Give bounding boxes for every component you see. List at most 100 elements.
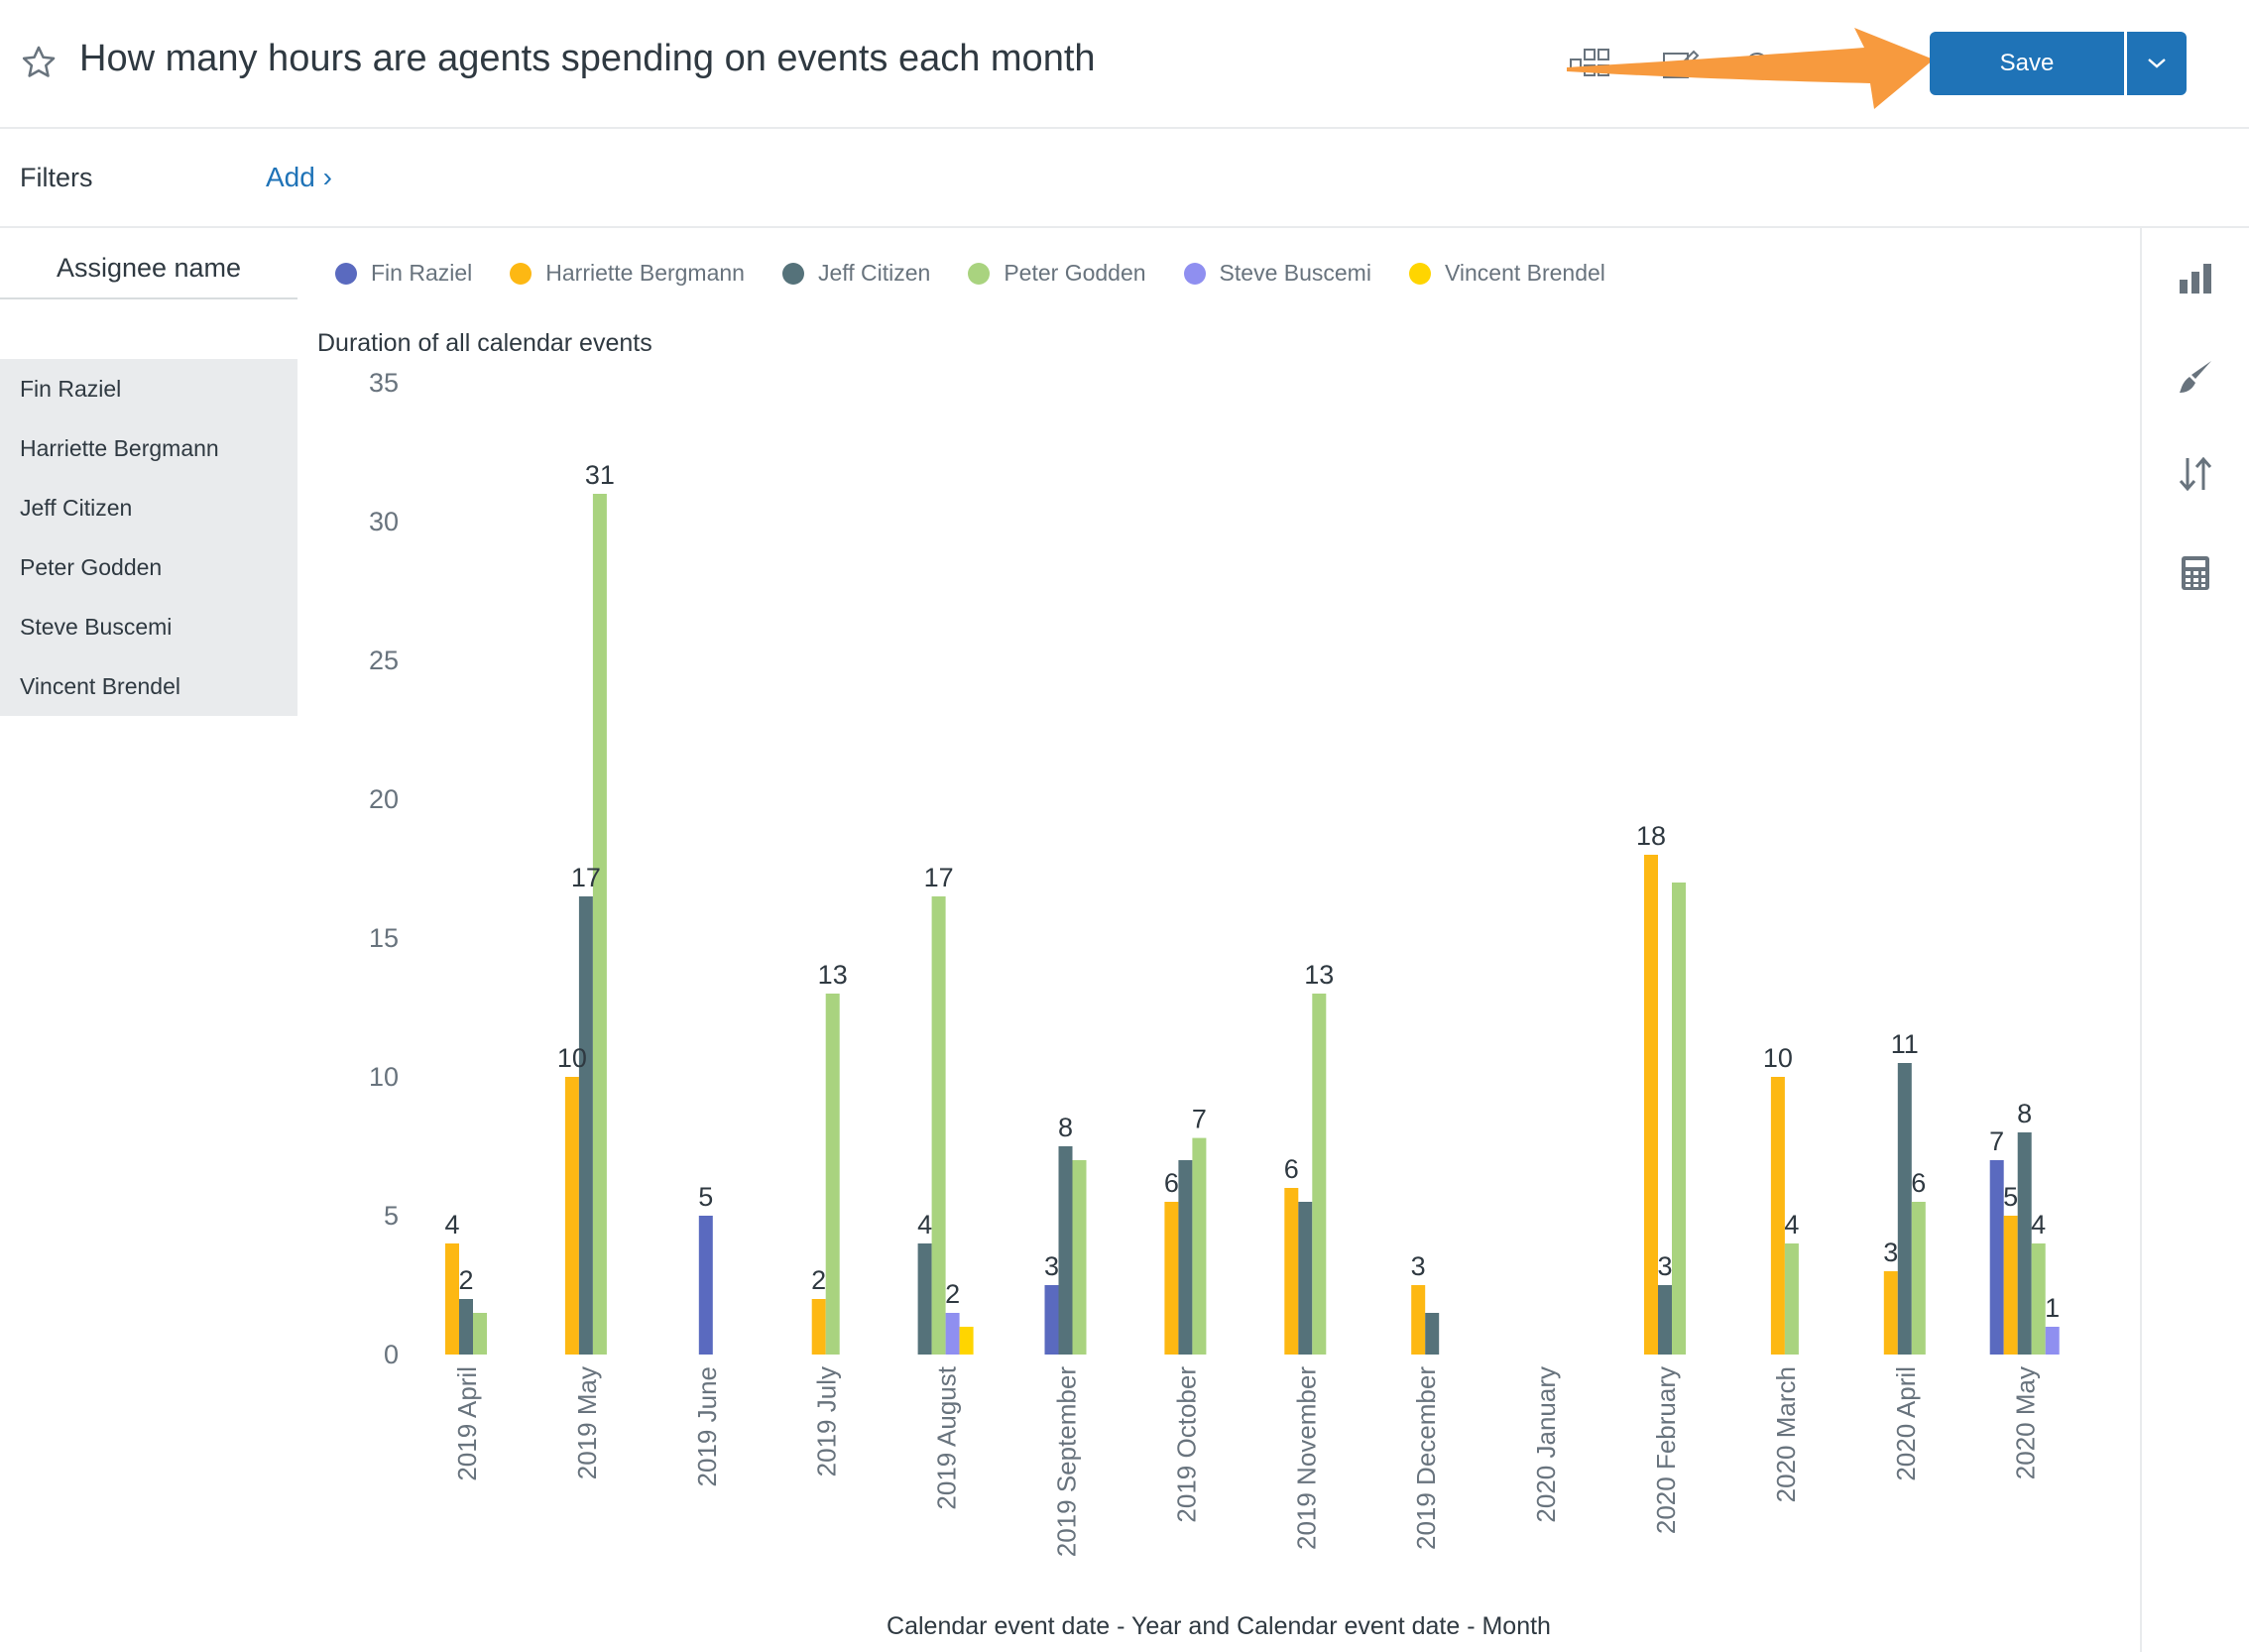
paintbrush-icon[interactable]	[2176, 357, 2215, 397]
list-item[interactable]: Steve Buscemi	[20, 614, 173, 640]
x-tick-label: 2020 April	[1891, 1366, 1921, 1481]
legend-item[interactable]: Vincent Brendel	[1408, 260, 1605, 287]
bar	[1312, 994, 1327, 1355]
bar	[1298, 1202, 1313, 1355]
legend-swatch	[781, 262, 804, 285]
x-tick-label: 2019 June	[692, 1366, 722, 1486]
legend-swatch	[1183, 262, 1206, 285]
data-label: 17	[924, 863, 954, 892]
chart-config-toolbar	[2140, 228, 2249, 1652]
data-label: 8	[1058, 1113, 1073, 1142]
calculator-icon[interactable]	[2176, 553, 2215, 593]
y-tick-label: 5	[384, 1201, 399, 1231]
data-label: 10	[557, 1043, 587, 1073]
bar	[1672, 883, 1686, 1355]
legend-item[interactable]: Fin Raziel	[335, 260, 472, 287]
bar	[1164, 1202, 1179, 1355]
data-label: 4	[2031, 1210, 2046, 1239]
bar	[445, 1243, 459, 1355]
list-item[interactable]: Peter Godden	[20, 554, 163, 580]
page-title: How many hours are agents spending on ev…	[79, 38, 1096, 79]
y-tick-label: 0	[384, 1340, 399, 1369]
data-label: 2	[458, 1265, 473, 1295]
data-label: 7	[1192, 1105, 1207, 1134]
add-filter-link[interactable]: Add ›	[266, 162, 332, 192]
assignee-list: Fin Raziel Harriette Bergmann Jeff Citiz…	[0, 359, 297, 716]
sort-icon[interactable]	[2176, 454, 2215, 494]
bar	[2045, 1327, 2060, 1355]
rows-panel-header: Assignee name	[0, 228, 297, 299]
data-label: 3	[1411, 1251, 1426, 1281]
bar	[2017, 1132, 2032, 1355]
data-label: 2	[811, 1265, 826, 1295]
bar	[825, 994, 840, 1355]
bar	[811, 1299, 826, 1355]
chart-legend: Fin Raziel Harriette Bergmann Jeff Citizen…	[335, 260, 1643, 287]
y-tick-label: 20	[369, 784, 399, 814]
bar	[1411, 1285, 1426, 1355]
bar	[1178, 1160, 1193, 1355]
data-label: 31	[585, 460, 615, 490]
x-tick-label: 2019 October	[1171, 1366, 1201, 1523]
data-label: 4	[1784, 1210, 1799, 1239]
list-item[interactable]: Harriette Bergmann	[20, 435, 219, 461]
data-label: 3	[1044, 1251, 1059, 1281]
x-tick-label: 2019 December	[1411, 1366, 1441, 1550]
data-label: 11	[1891, 1029, 1919, 1059]
data-label: 5	[698, 1182, 713, 1212]
bar	[1883, 1271, 1898, 1355]
chevron-down-icon	[2148, 59, 2166, 68]
bar	[2031, 1243, 2046, 1355]
bar	[564, 1077, 579, 1355]
bar	[1911, 1202, 1926, 1355]
bar	[1072, 1160, 1087, 1355]
list-item[interactable]: Vincent Brendel	[20, 673, 180, 699]
x-tick-label: 2020 March	[1771, 1366, 1801, 1502]
legend-item[interactable]: Jeff Citizen	[781, 260, 931, 287]
data-label: 8	[2017, 1099, 2032, 1128]
data-label: 10	[1763, 1043, 1793, 1073]
data-label: 1	[2045, 1293, 2060, 1323]
save-options-button[interactable]	[2127, 32, 2187, 95]
y-tick-label: 10	[369, 1062, 399, 1092]
data-label: 4	[917, 1210, 932, 1239]
legend-label: Jeff Citizen	[817, 260, 931, 286]
bar-chart-icon[interactable]	[2176, 258, 2215, 297]
legend-item[interactable]: Steve Buscemi	[1183, 260, 1371, 287]
x-tick-label: 2020 January	[1531, 1366, 1561, 1523]
x-tick-label: 2019 September	[1052, 1366, 1082, 1558]
filters-label: Filters	[20, 163, 93, 192]
data-label: 13	[1304, 960, 1334, 990]
x-tick-label: 2019 April	[452, 1366, 482, 1481]
save-button[interactable]: Save	[1930, 32, 2124, 95]
data-label: 2	[945, 1279, 960, 1309]
bar	[698, 1216, 713, 1355]
data-label: 4	[444, 1210, 459, 1239]
legend-item[interactable]: Harriette Bergmann	[510, 260, 745, 287]
bar	[959, 1327, 974, 1355]
bar	[945, 1313, 960, 1355]
bar	[1644, 855, 1658, 1355]
legend-item[interactable]: Peter Godden	[968, 260, 1146, 287]
bar	[1284, 1188, 1299, 1355]
list-item[interactable]: Fin Raziel	[20, 376, 122, 402]
x-tick-label: 2019 November	[1291, 1366, 1321, 1550]
x-tick-label: 2019 August	[932, 1365, 962, 1509]
list-item[interactable]: Jeff Citizen	[20, 495, 133, 521]
bar	[1897, 1063, 1912, 1355]
bar	[1192, 1137, 1207, 1355]
legend-label: Harriette Bergmann	[545, 260, 745, 286]
data-label: 7	[1989, 1126, 2004, 1156]
data-label: 3	[1657, 1251, 1672, 1281]
legend-swatch	[510, 262, 533, 285]
y-tick-label: 35	[369, 368, 399, 398]
star-icon[interactable]	[20, 44, 58, 81]
bar	[1770, 1077, 1785, 1355]
data-label: 5	[2003, 1182, 2018, 1212]
bar	[1425, 1313, 1440, 1355]
bar	[1658, 1285, 1672, 1355]
x-tick-label: 2019 May	[572, 1366, 602, 1479]
bar	[931, 896, 946, 1355]
legend-swatch	[1408, 262, 1431, 285]
